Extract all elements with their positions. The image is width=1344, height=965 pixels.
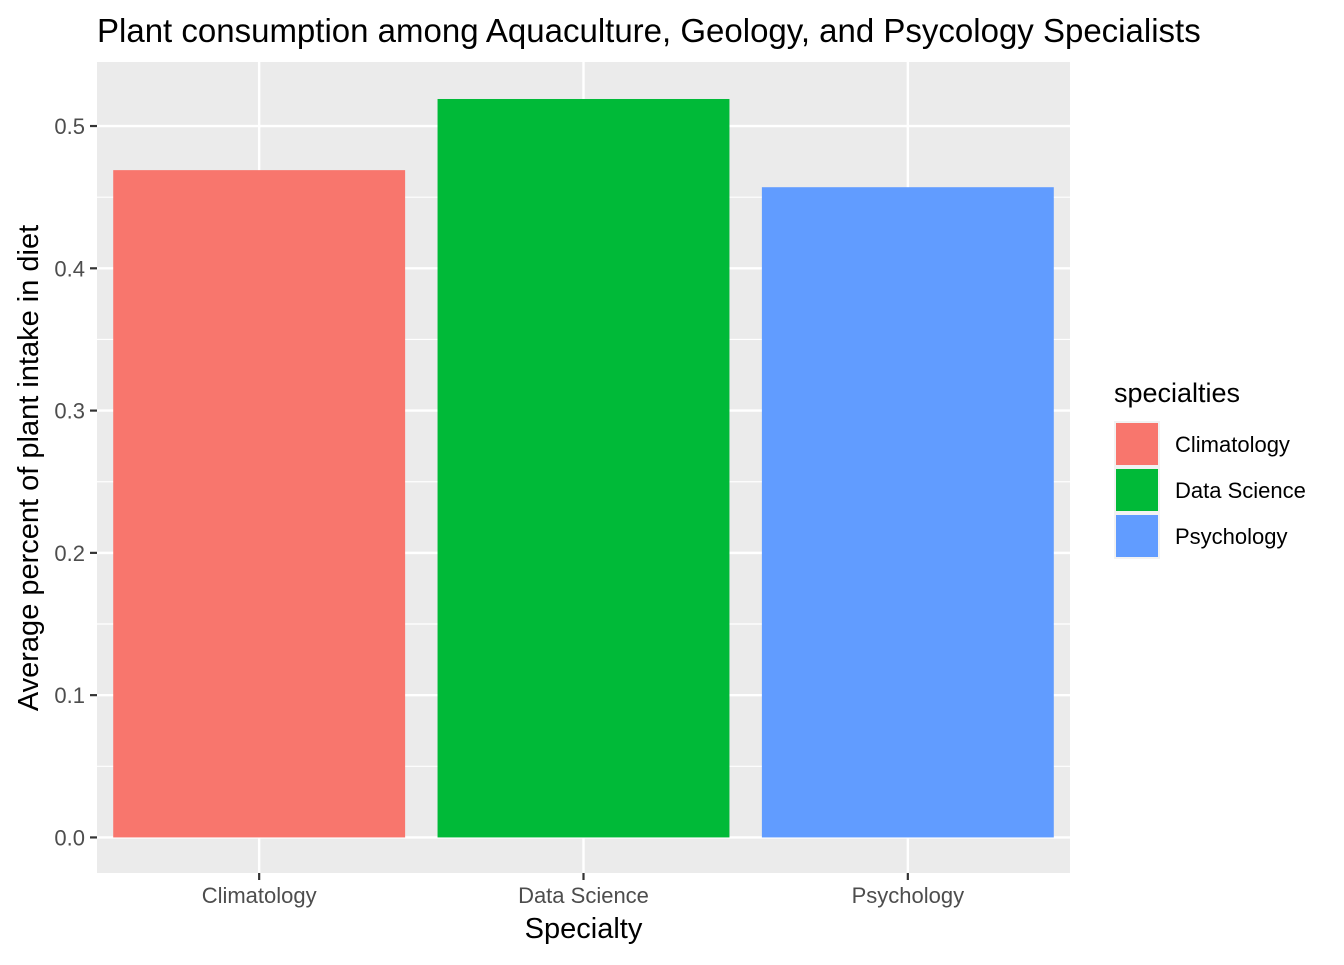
y-tick-label: 0.0 (54, 825, 85, 850)
x-tick-label: Psychology (852, 883, 965, 908)
legend-label: Climatology (1175, 432, 1290, 457)
legend-items: Climatology Data Science Psychology (1114, 421, 1306, 559)
legend-swatch (1116, 469, 1158, 511)
y-tick-label: 0.3 (54, 399, 85, 424)
legend-label: Psychology (1175, 524, 1288, 549)
legend-label: Data Science (1175, 478, 1306, 503)
bar-data-science (438, 99, 730, 837)
chart-title: Plant consumption among Aquaculture, Geo… (97, 12, 1201, 49)
bar-climatology (113, 170, 405, 837)
legend: specialties Climatology Data Science Psych… (1114, 378, 1306, 559)
y-tick-label: 0.2 (54, 541, 85, 566)
legend-swatch (1116, 515, 1158, 557)
legend-title: specialties (1114, 378, 1240, 408)
x-tick-label: Climatology (202, 883, 317, 908)
x-axis: Climatology Data Science Psychology (202, 873, 964, 908)
y-axis: 0.0 0.1 0.2 0.3 0.4 0.5 (54, 114, 97, 850)
x-axis-title: Specialty (525, 913, 643, 945)
y-axis-title: Average percent of plant intake in diet (13, 225, 45, 711)
y-tick-label: 0.5 (54, 114, 85, 139)
bar-psychology (762, 187, 1054, 837)
bars (113, 99, 1054, 837)
legend-swatch (1116, 423, 1158, 465)
y-tick-label: 0.1 (54, 683, 85, 708)
x-tick-label: Data Science (518, 883, 649, 908)
y-tick-label: 0.4 (54, 256, 85, 281)
